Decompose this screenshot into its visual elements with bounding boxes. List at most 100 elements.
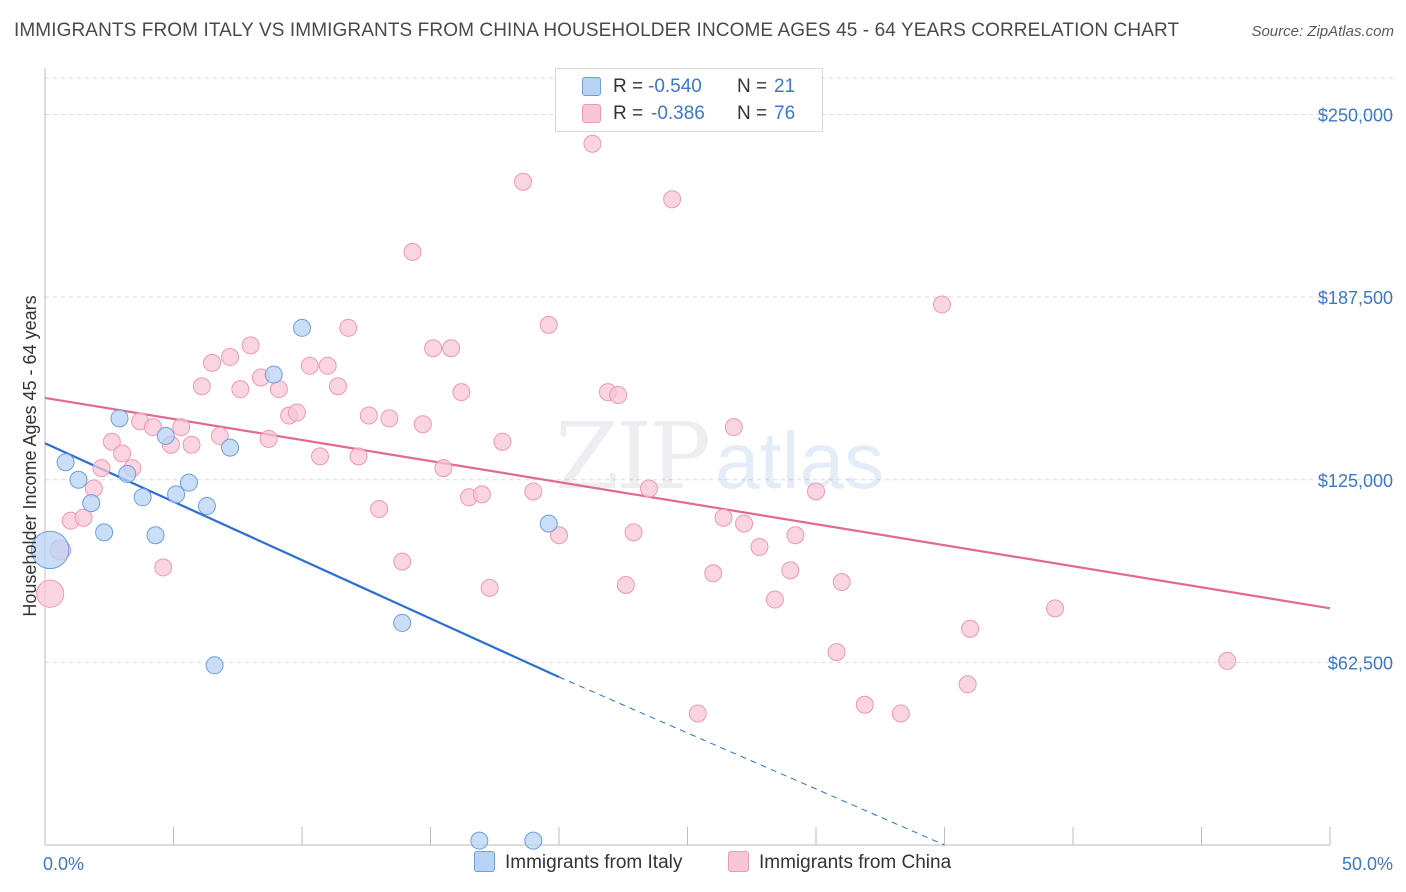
china-point xyxy=(259,429,278,448)
china-point xyxy=(514,172,533,191)
china-point xyxy=(616,575,635,594)
china-point xyxy=(714,508,733,527)
china-point xyxy=(663,190,682,209)
china-point xyxy=(143,418,162,437)
china-point xyxy=(624,523,643,542)
italy-point xyxy=(118,464,137,483)
china-point xyxy=(958,675,977,694)
china-point xyxy=(287,403,306,422)
china-point xyxy=(380,409,399,428)
china-point xyxy=(524,482,543,501)
italy-point xyxy=(56,453,75,472)
china-point xyxy=(1046,599,1065,618)
italy-point xyxy=(539,514,558,533)
china-point xyxy=(92,459,111,478)
data-points xyxy=(30,134,1237,850)
china-point xyxy=(807,482,825,501)
x-tick-label: 0.0% xyxy=(43,854,84,874)
italy-point xyxy=(179,473,198,492)
n-value: 76 xyxy=(774,103,796,124)
svg-text:ZIP: ZIP xyxy=(555,403,708,510)
china-point xyxy=(154,558,173,577)
tick-labels: $62,500 $125,000 $187,500 $250,000 0.0% 50.0% xyxy=(43,106,1393,874)
china-point xyxy=(102,432,121,451)
china-point xyxy=(403,242,422,261)
china-point xyxy=(231,380,250,399)
china-point xyxy=(113,444,132,463)
china-point xyxy=(480,578,499,597)
china-point xyxy=(393,552,412,571)
china-point xyxy=(583,134,602,153)
r-label: R = xyxy=(613,76,644,97)
source-label: Source: ZipAtlas.com xyxy=(1251,23,1394,40)
china-point xyxy=(932,295,951,314)
china-point xyxy=(339,318,358,337)
legend-item-china: Immigrants from China xyxy=(728,851,951,874)
china-point xyxy=(704,564,723,583)
china-point xyxy=(855,695,874,714)
legend-row-italy: R = -0.540 N = 21 xyxy=(556,74,822,100)
italy-trend-extension xyxy=(558,676,945,846)
italy-point xyxy=(146,526,165,545)
italy-swatch xyxy=(582,77,601,96)
china-legend-label: Immigrants from China xyxy=(759,852,952,873)
china-legend-swatch xyxy=(728,851,749,872)
china-point xyxy=(434,459,453,478)
china-point xyxy=(1218,651,1237,670)
china-point xyxy=(318,356,337,375)
china-point xyxy=(493,432,512,451)
china-point xyxy=(210,426,229,445)
china-point xyxy=(442,339,461,358)
italy-point xyxy=(393,613,412,632)
y-tick-label: $250,000 xyxy=(1318,106,1393,126)
china-swatch xyxy=(582,104,601,123)
y-tick-label: $62,500 xyxy=(1328,653,1393,673)
china-point xyxy=(203,353,222,372)
italy-point xyxy=(197,497,216,516)
italy-point xyxy=(30,530,70,570)
china-point xyxy=(724,418,743,437)
italy-point xyxy=(69,470,88,489)
r-value: -0.386 xyxy=(651,103,705,124)
svg-text:atlas: atlas xyxy=(715,416,884,505)
italy-point xyxy=(95,523,114,542)
china-point xyxy=(891,704,910,723)
china-point xyxy=(182,435,201,454)
china-point xyxy=(452,383,471,402)
china-point xyxy=(609,386,628,405)
italy-point xyxy=(133,488,152,507)
china-point xyxy=(74,508,93,527)
correlation-legend: R = -0.540 N = 21 R = -0.386 N = 76 xyxy=(555,68,823,132)
italy-point xyxy=(110,409,129,428)
italy-point xyxy=(221,438,240,457)
china-point xyxy=(370,499,389,518)
italy-point xyxy=(293,318,311,337)
italy-point xyxy=(524,831,543,850)
china-point xyxy=(310,447,329,466)
italy-legend-label: Immigrants from Italy xyxy=(505,852,683,873)
china-point xyxy=(84,479,103,498)
italy-point xyxy=(264,365,283,384)
china-point xyxy=(472,485,491,504)
china-point xyxy=(36,579,65,608)
china-point xyxy=(639,479,658,498)
china-point xyxy=(750,537,769,556)
legend-row-china: R = -0.386 N = 76 xyxy=(556,101,822,127)
italy-point xyxy=(82,494,101,513)
n-label: N = xyxy=(737,103,768,124)
china-point xyxy=(328,377,347,396)
china-point xyxy=(413,415,432,434)
china-point xyxy=(221,348,240,367)
n-value: 21 xyxy=(774,76,796,97)
china-point xyxy=(241,336,260,355)
china-point xyxy=(300,356,319,375)
legend-item-italy: Immigrants from Italy xyxy=(474,851,682,874)
china-point xyxy=(961,619,980,638)
zipatlas-watermark: ZIP atlas xyxy=(555,403,884,510)
x-tick-label: 50.0% xyxy=(1342,854,1393,874)
china-trend-line xyxy=(44,396,1331,610)
china-point xyxy=(424,339,443,358)
y-tick-label: $187,500 xyxy=(1318,288,1393,308)
italy-point xyxy=(470,831,489,850)
italy-point xyxy=(167,485,186,504)
